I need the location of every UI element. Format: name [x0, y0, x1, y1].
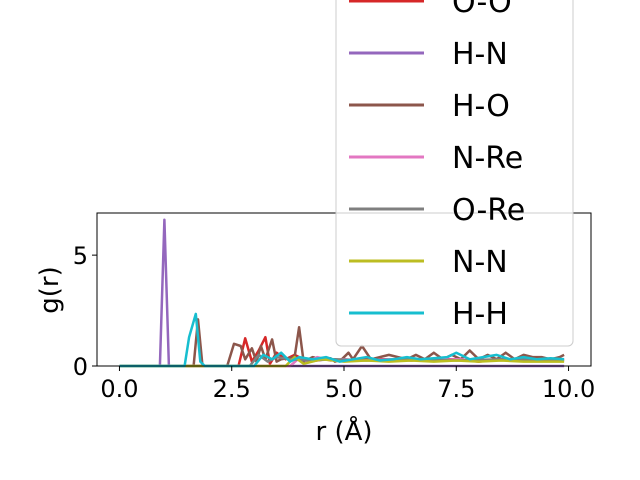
x-tick-label: 10.0 [542, 375, 595, 403]
x-tick-label: 2.5 [213, 375, 251, 403]
legend-box [335, 0, 574, 347]
legend-label: O-Re [452, 193, 525, 228]
legend-label: O-O [452, 0, 512, 20]
legend-label: N-Re [452, 141, 523, 176]
series-line-n-n [119, 355, 565, 368]
x-tick-label: 0.0 [100, 375, 138, 403]
legend-label: H-H [452, 297, 508, 332]
legend-label: H-O [452, 89, 510, 124]
y-axis: 05 [73, 242, 97, 381]
x-tick-label: 5.0 [325, 375, 363, 403]
x-axis: 0.0 2.5 5.0 7.5 10.0 [100, 366, 595, 403]
x-axis-label: r (Å) [315, 415, 372, 447]
y-tick-label: 0 [73, 353, 88, 381]
legend-label: H-N [452, 37, 508, 72]
y-axis-label: g(r) [35, 266, 65, 313]
legend: O-O H-N H-O N-Re O-Re N-N H-H [335, 0, 574, 347]
legend-label: N-N [452, 245, 508, 280]
y-tick-label: 5 [73, 242, 88, 270]
x-tick-label: 7.5 [437, 375, 475, 403]
